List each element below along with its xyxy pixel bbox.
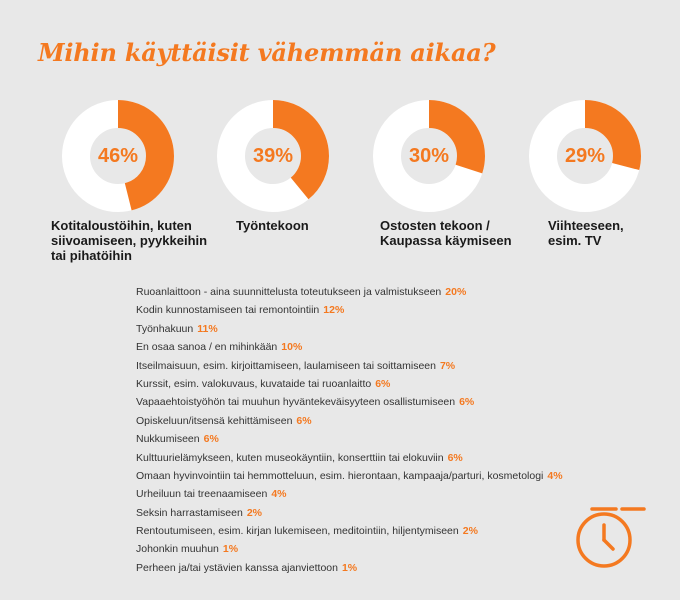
list-item-label: Työnhakuun [136,322,194,335]
donut-value-label: 46% [97,144,139,167]
list-item-value: 1% [341,561,358,574]
donut-slice [217,100,329,212]
donut-slice [373,100,485,212]
donut-category-label: Ostosten tekoon / Kaupassa käymiseen [380,218,550,248]
donut-category-label-line: Työntekoon [236,218,309,233]
list-item-label: Ruoanlaittoon - aina suunnittelusta tote… [136,286,442,298]
donut-value-label: 30% [408,144,450,167]
donut-category-label: Viihteeseen, esim. TV [548,218,680,248]
list-item-label: Perheen ja/tai ystävien kanssa ajanviett… [136,561,338,574]
list-item: Rentoutumiseen, esim. kirjan lukemiseen,… [136,522,563,540]
list-item-label: Kurssit, esim. valokuvaus, kuvataide tai… [136,377,372,390]
answer-list: Ruoanlaittoon - aina suunnittelusta tote… [136,283,563,577]
donut-slice [529,100,641,212]
list-item: En osaa sanoa / en mihinkään 10% [136,338,563,356]
donut-category-label-line: esim. TV [548,233,602,248]
donut-svg [529,100,641,212]
list-item-value: 6% [375,377,391,390]
donut-chart: 30% [373,100,485,212]
list-item-value: 12% [323,304,345,317]
list-item-label: Rentoutumiseen, esim. kirjan lukemiseen,… [136,525,459,538]
donut-svg [62,100,174,212]
donut-chart: 29% [529,100,641,212]
list-item-value: 6% [447,451,463,464]
donut-category-label-line: Viihteeseen, [548,218,624,233]
list-item: Kulttuurielämykseen, kuten museokäyntiin… [136,449,563,467]
stopwatch-icon [572,500,648,577]
list-item-label: Johonkin muuhun [136,543,219,556]
list-item-value: 6% [296,414,312,427]
list-item-value: 4% [547,469,563,482]
list-item-label: Nukkumiseen [136,433,200,446]
list-item-value: 20% [445,286,467,298]
list-item: Johonkin muuhun 1% [136,540,563,558]
list-item-label: Vapaaehtoistyöhön tai muuhun hyväntekevä… [136,396,456,409]
list-item: Nukkumiseen 6% [136,430,563,448]
donut-svg [217,100,329,212]
donut-category-label: Työntekoon [236,218,406,233]
list-item-value: 4% [271,488,287,501]
donut-category-label-line: Kaupassa käymiseen [380,233,512,248]
donut-category-label: Kotitaloustöihin, kuten siivoamiseen, pyy… [51,218,221,263]
list-item: Vapaaehtoistyöhön tai muuhun hyväntekevä… [136,393,563,411]
donut-value-label: 39% [252,144,294,167]
list-item: Ruoanlaittoon - aina suunnittelusta tote… [136,283,563,301]
list-item-value: 2% [246,506,262,519]
list-item-label: Kodin kunnostamiseen tai remontointiin [136,304,320,317]
donut-chart-group: 46% Kotitaloustöihin, kuten siivoamiseen, … [0,0,680,263]
donut-svg [373,100,485,212]
list-item-label: Seksin harrastamiseen [136,506,243,519]
list-item-value: 6% [203,433,219,446]
list-item: Kurssit, esim. valokuvaus, kuvataide tai… [136,375,563,393]
donut-value-label: 29% [564,144,606,167]
list-item-label: Kulttuurielämykseen, kuten museokäyntiin… [136,451,444,464]
list-item-value: 10% [281,341,303,354]
list-item-value: 1% [222,543,239,556]
list-item: Itseilmaisuun, esim. kirjoittamiseen, la… [136,357,563,375]
donut-category-label-line: Kotitaloustöihin, kuten [51,218,192,233]
list-item: Työnhakuun 11% [136,320,563,338]
list-item-value: 11% [197,322,218,335]
list-item-label: Opiskeluun/itsensä kehittämiseen [136,414,293,427]
donut-slice [62,100,174,212]
list-item-value: 6% [459,396,475,409]
donut-category-label-line: tai pihatöihin [51,248,132,263]
list-item: Seksin harrastamiseen 2% [136,504,563,522]
list-item: Perheen ja/tai ystävien kanssa ajanviett… [136,559,563,577]
chart-title: Mihin käyttäisit vähemmän aikaa? [38,38,496,67]
donut-chart: 39% [217,100,329,212]
list-item-value: 2% [462,525,478,538]
list-item-label: En osaa sanoa / en mihinkään [136,341,278,354]
list-item: Omaan hyvinvointiin tai hemmotteluun, es… [136,467,563,485]
list-item: Kodin kunnostamiseen tai remontointiin 12… [136,301,563,319]
donut-category-label-line: siivoamiseen, pyykkeihin [51,233,208,248]
list-item-label: Itseilmaisuun, esim. kirjoittamiseen, la… [136,359,436,372]
list-item-label: Omaan hyvinvointiin tai hemmotteluun, es… [136,469,544,482]
list-item: Urheiluun tai treenaamiseen 4% [136,485,563,503]
list-item-label: Urheiluun tai treenaamiseen [136,488,268,501]
list-item: Opiskeluun/itsensä kehittämiseen 6% [136,412,563,430]
donut-category-label-line: Ostosten tekoon / [380,218,490,233]
donut-chart: 46% [62,100,174,212]
list-item-value: 7% [439,359,456,372]
